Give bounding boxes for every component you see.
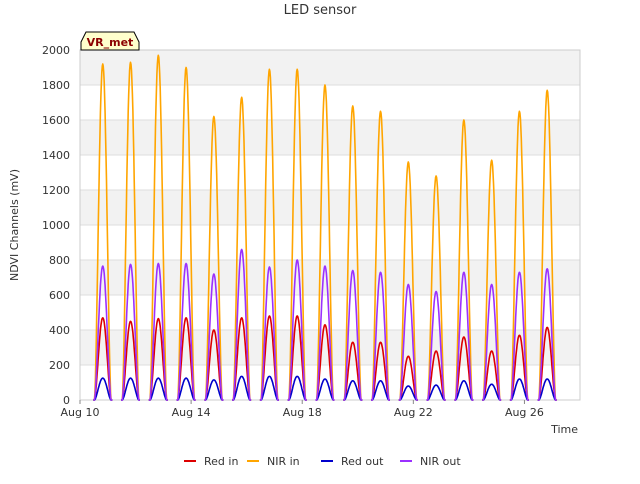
y-tick-label: 1600 — [42, 114, 70, 127]
series-lines — [93, 54, 557, 401]
x-tick-label: Aug 14 — [172, 406, 211, 419]
legend: Red in NIR in Red out NIR out — [184, 455, 461, 468]
x-tick-label: Aug 26 — [505, 406, 544, 419]
series-line-nir-out — [93, 248, 557, 401]
x-tick-label: Aug 18 — [283, 406, 322, 419]
legend-label: NIR in — [267, 455, 300, 468]
y-axis-ticks: 0 200 400 600 800 1000 1200 1400 1600 1800 2000 — [42, 44, 70, 407]
series-line-red-out — [93, 375, 557, 401]
y-tick-label: 1400 — [42, 149, 70, 162]
y-tick-label: 1200 — [42, 184, 70, 197]
chart-title: LED sensor — [284, 3, 357, 18]
site-annotation: VR_met — [80, 31, 140, 51]
series-line-nir-in — [93, 54, 557, 401]
series-line-red-in — [93, 315, 557, 401]
y-tick-label: 0 — [63, 394, 70, 407]
y-tick-label: 400 — [49, 324, 70, 337]
y-tick-label: 800 — [49, 254, 70, 267]
y-axis-label: NDVI Channels (mV) — [8, 169, 21, 281]
legend-label: Red out — [341, 455, 384, 468]
y-tick-label: 1000 — [42, 219, 70, 232]
legend-label: Red in — [204, 455, 238, 468]
annotation-box — [80, 31, 140, 51]
legend-label: NIR out — [420, 455, 461, 468]
background-band — [80, 50, 580, 85]
y-tick-label: 1800 — [42, 79, 70, 92]
x-tick-label: Aug 22 — [394, 406, 433, 419]
y-tick-label: 2000 — [42, 44, 70, 57]
x-tick-label: Aug 10 — [61, 406, 100, 419]
annotation-label: VR_met — [87, 36, 134, 49]
background-band — [80, 120, 580, 155]
y-tick-label: 600 — [49, 289, 70, 302]
x-axis-ticks: Aug 10 Aug 14 Aug 18 Aug 22 Aug 26 — [61, 400, 544, 419]
plot-frame — [79, 49, 581, 401]
y-tick-label: 200 — [49, 359, 70, 372]
x-axis-label: Time — [550, 423, 578, 436]
